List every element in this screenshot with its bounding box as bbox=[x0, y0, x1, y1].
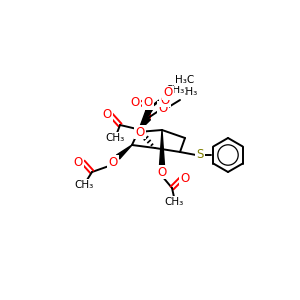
Text: CH₃: CH₃ bbox=[74, 180, 94, 190]
Text: O: O bbox=[164, 86, 172, 100]
Text: O: O bbox=[158, 166, 166, 178]
Text: CH₃: CH₃ bbox=[165, 85, 184, 95]
Text: H₃C: H₃C bbox=[175, 75, 194, 85]
Text: S: S bbox=[196, 148, 204, 161]
Text: O: O bbox=[143, 97, 153, 110]
Text: O: O bbox=[160, 94, 169, 106]
Text: O: O bbox=[130, 95, 140, 109]
Text: O: O bbox=[158, 101, 168, 115]
Polygon shape bbox=[160, 130, 164, 166]
Text: O: O bbox=[102, 109, 112, 122]
Text: CH₃: CH₃ bbox=[105, 133, 124, 143]
Text: O: O bbox=[74, 155, 82, 169]
Polygon shape bbox=[138, 107, 153, 132]
Polygon shape bbox=[138, 116, 150, 132]
Text: O: O bbox=[108, 155, 118, 169]
Text: CH₃: CH₃ bbox=[178, 87, 198, 97]
Text: O: O bbox=[135, 125, 145, 139]
Text: CH₃: CH₃ bbox=[164, 197, 184, 207]
Text: O: O bbox=[180, 172, 190, 184]
Polygon shape bbox=[116, 145, 132, 159]
